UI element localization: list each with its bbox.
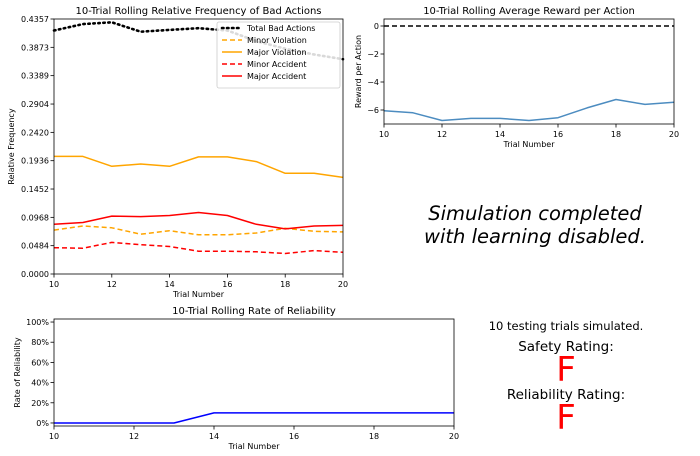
reliability-rating-label: Reliability Rating: (506, 387, 626, 403)
reward-chart: 10-Trial Rolling Average Reward per Acti… (354, 6, 679, 149)
x-tick-label: 18 (280, 280, 290, 289)
y-tick-label: 0 (374, 22, 379, 31)
y-tick-label: −4 (367, 78, 379, 87)
y-tick-label: 0.3389 (21, 72, 49, 81)
x-tick-label: 18 (369, 432, 379, 441)
y-tick-label: 40% (31, 379, 49, 388)
y-tick-label: 0.0968 (21, 213, 49, 222)
status-line-1: Simulation completed (428, 202, 642, 225)
y-tick-label: 0.0484 (21, 242, 49, 251)
legend-label-minor-accident: Minor Accident (247, 60, 306, 69)
plot-frame (383, 18, 675, 125)
y-tick-label: 20% (31, 399, 49, 408)
y-tick-label: 0.2904 (21, 100, 49, 109)
y-tick-label: 0.3873 (21, 43, 49, 52)
x-tick-label: 18 (611, 130, 621, 139)
safety-rating-label: Safety Rating: (518, 339, 614, 355)
series-line-1 (383, 98, 675, 122)
rating-summary: 10 testing trials simulated. Safety Rati… (466, 318, 666, 438)
y-tick-label: 0.0000 (21, 270, 49, 279)
y-tick-label: 0% (36, 419, 49, 428)
y-tick-label: 60% (31, 358, 49, 367)
plot-frame (53, 18, 344, 275)
legend-label-major-accident: Major Accident (247, 72, 306, 81)
y-tick-label: 0.4357 (21, 15, 49, 24)
x-tick-label: 16 (289, 432, 299, 441)
trials-count-text: 10 testing trials simulated. (488, 319, 644, 333)
y-tick-label: −6 (367, 106, 379, 115)
x-tick-label: 16 (222, 280, 232, 289)
legend-label-minor-violation: Minor Violation (247, 36, 307, 45)
y-axis-label: Reward per Action (354, 35, 363, 108)
legend-label-major-violation: Major Violation (247, 48, 307, 57)
legend-label-total-bad-actions: Total Bad Actions (246, 24, 315, 33)
x-tick-label: 12 (437, 130, 447, 139)
x-tick-label: 14 (495, 130, 505, 139)
x-tick-label: 14 (165, 280, 175, 289)
legend-box (216, 21, 341, 89)
x-tick-label: 16 (553, 130, 563, 139)
x-tick-label: 20 (669, 130, 679, 139)
simulation-status-message: Simulation completed with learning disab… (395, 202, 675, 248)
y-axis-label: Rate of Reliability (13, 337, 22, 407)
y-tick-label: 100% (26, 318, 49, 327)
series-line-major-accident (53, 211, 344, 230)
y-tick-label: 0.2420 (21, 128, 49, 137)
y-tick-label: 0.1936 (21, 157, 49, 166)
y-tick-label: −2 (367, 50, 379, 59)
x-tick-label: 20 (449, 432, 459, 441)
series-line-minor-accident (53, 241, 344, 255)
reliability-rating-grade: F (556, 398, 576, 438)
bad-actions-chart: 10-Trial Rolling Relative Frequency of B… (7, 6, 348, 299)
chart-title: 10-Trial Rolling Rate of Reliability (172, 306, 336, 317)
series-line-minor-violation (53, 225, 344, 236)
x-tick-label: 14 (209, 432, 219, 441)
x-tick-label: 10 (49, 432, 59, 441)
status-line-2: with learning disabled. (424, 225, 646, 248)
reliability-chart: 10-Trial Rolling Rate of Reliability 10 12… (13, 306, 459, 451)
x-tick-label: 10 (379, 130, 389, 139)
chart-title: 10-Trial Rolling Average Reward per Acti… (423, 6, 635, 17)
series-line-1 (54, 412, 454, 424)
x-tick-label: 10 (49, 280, 59, 289)
x-axis-label: Trial Number (227, 442, 280, 451)
x-axis-label: Trial Number (502, 140, 555, 149)
x-axis-label: Trial Number (172, 290, 225, 299)
plot-frame (53, 318, 455, 427)
series-line-major-violation (54, 155, 344, 179)
safety-rating-grade: F (556, 350, 576, 390)
x-tick-label: 20 (338, 280, 348, 289)
x-tick-label: 12 (129, 432, 139, 441)
y-tick-label: 80% (31, 338, 49, 347)
x-tick-label: 12 (107, 280, 117, 289)
chart-title: 10-Trial Rolling Relative Frequency of B… (75, 6, 321, 17)
y-axis-label: Relative Frequency (7, 108, 16, 184)
y-tick-label: 0.1452 (21, 185, 49, 194)
